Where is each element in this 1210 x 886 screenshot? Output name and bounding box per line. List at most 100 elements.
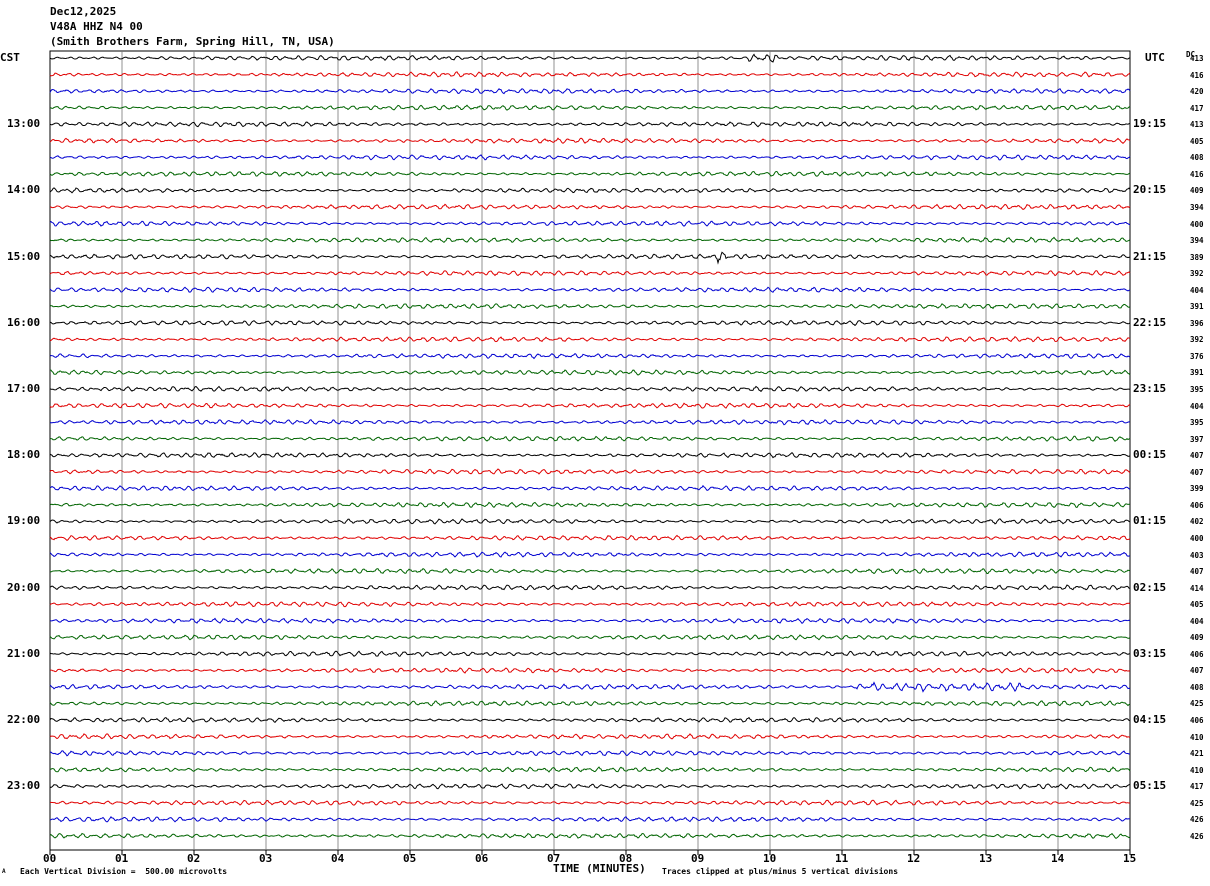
dc-offset-value: 410 bbox=[1190, 732, 1204, 742]
dc-offset-value: 406 bbox=[1190, 649, 1204, 659]
dc-offset-value: 394 bbox=[1190, 202, 1204, 212]
dc-offset-value: 396 bbox=[1190, 318, 1204, 328]
x-tick-label: 07 bbox=[547, 852, 561, 865]
seismic-trace bbox=[49, 71, 1131, 78]
dc-offset-value: 407 bbox=[1190, 467, 1204, 477]
utc-hour-label: 23:15 bbox=[1133, 382, 1167, 395]
plot-date: Dec12,2025 bbox=[50, 5, 117, 18]
seismic-trace bbox=[49, 468, 1131, 475]
utc-hour-label: 22:15 bbox=[1133, 315, 1167, 329]
cst-hour-label: 14:00 bbox=[7, 183, 41, 197]
seismic-trace bbox=[49, 750, 1131, 757]
utc-hour-label: 20:15 bbox=[1133, 183, 1167, 197]
dc-offset-value: 425 bbox=[1190, 699, 1204, 709]
seismic-trace bbox=[49, 484, 1131, 492]
seismic-trace bbox=[49, 568, 1131, 575]
seismic-trace bbox=[49, 534, 1131, 541]
x-tick-label: 00 bbox=[43, 852, 57, 865]
dc-offset-value: 395 bbox=[1190, 418, 1204, 428]
dc-offset-value: 400 bbox=[1190, 533, 1204, 543]
seismic-trace bbox=[49, 518, 1131, 525]
seismic-trace bbox=[49, 716, 1131, 724]
cst-hour-label: 13:00 bbox=[7, 117, 41, 131]
seismic-trace bbox=[49, 104, 1131, 111]
seismic-trace bbox=[49, 385, 1131, 393]
seismic-trace bbox=[49, 667, 1131, 674]
seismic-trace bbox=[49, 551, 1131, 558]
seismic-trace bbox=[49, 352, 1131, 360]
seismic-trace bbox=[49, 783, 1131, 790]
seismic-trace bbox=[49, 402, 1131, 409]
dc-offset-value: 417 bbox=[1190, 103, 1204, 113]
station-location: (Smith Brothers Farm, Spring Hill, TN, U… bbox=[50, 35, 335, 48]
dc-offset-value: 391 bbox=[1190, 302, 1204, 312]
seismic-trace bbox=[49, 700, 1131, 707]
seismic-trace bbox=[49, 319, 1131, 327]
dc-offset-value: 413 bbox=[1190, 54, 1204, 63]
seismic-trace bbox=[49, 452, 1131, 459]
corner-mark: A bbox=[2, 868, 6, 875]
utc-hour-label: 02:15 bbox=[1133, 580, 1167, 594]
utc-hour-label: 21:15 bbox=[1133, 249, 1167, 263]
utc-hour-label: 04:15 bbox=[1133, 713, 1167, 726]
x-tick-label: 06 bbox=[475, 852, 489, 865]
dc-offset-value: 420 bbox=[1190, 87, 1204, 97]
seismic-trace bbox=[49, 766, 1131, 773]
utc-hour-label: 05:15 bbox=[1133, 779, 1167, 793]
dc-offset-value: 405 bbox=[1190, 136, 1204, 146]
seismic-trace bbox=[49, 419, 1131, 426]
clip-note: Traces clipped at plus/minus 5 vertical … bbox=[662, 867, 899, 876]
dc-offset-value: 406 bbox=[1190, 500, 1204, 510]
seismic-trace bbox=[49, 335, 1131, 343]
seismic-trace bbox=[49, 236, 1131, 244]
dc-offset-value: 407 bbox=[1190, 451, 1204, 461]
utc-hour-label: 03:15 bbox=[1133, 646, 1167, 660]
dc-offset-value: 408 bbox=[1190, 153, 1204, 163]
x-axis-title: TIME (MINUTES) bbox=[553, 862, 646, 875]
seismic-trace bbox=[49, 187, 1131, 194]
seismic-trace bbox=[49, 203, 1131, 211]
seismic-trace bbox=[49, 617, 1131, 625]
seismic-trace bbox=[49, 435, 1131, 442]
dc-offset-value: 402 bbox=[1190, 517, 1204, 527]
dc-offset-value: 413 bbox=[1190, 120, 1204, 130]
cst-hour-label: 15:00 bbox=[7, 249, 41, 263]
seismic-trace bbox=[49, 87, 1131, 95]
x-tick-label: 09 bbox=[691, 852, 705, 865]
seismic-trace bbox=[49, 832, 1131, 839]
utc-hour-label: 00:15 bbox=[1133, 448, 1167, 462]
cst-hour-label: 19:00 bbox=[7, 514, 41, 528]
x-tick-label: 08 bbox=[619, 852, 633, 865]
dc-offset-value: 407 bbox=[1190, 666, 1204, 676]
x-tick-label: 14 bbox=[1051, 852, 1065, 865]
x-tick-label: 04 bbox=[331, 852, 345, 865]
cst-hour-label: 21:00 bbox=[7, 646, 41, 660]
utc-hour-label: 19:15 bbox=[1133, 117, 1167, 131]
dc-offset-value: 403 bbox=[1190, 550, 1204, 560]
seismic-traces bbox=[49, 53, 1131, 839]
dc-offset-value: 391 bbox=[1190, 368, 1204, 378]
cst-hour-label: 23:00 bbox=[7, 779, 41, 793]
dc-offset-value: 407 bbox=[1190, 567, 1204, 577]
dc-offset-value: 408 bbox=[1190, 682, 1204, 692]
dc-offset-value: 421 bbox=[1190, 749, 1204, 759]
seismic-trace bbox=[49, 816, 1131, 823]
seismic-trace bbox=[49, 170, 1131, 177]
minute-grid bbox=[49, 50, 1131, 855]
dc-offset-value: 392 bbox=[1190, 335, 1204, 345]
left-timezone-label: CST bbox=[0, 51, 20, 64]
dc-offset-header: DC bbox=[1186, 50, 1196, 59]
x-tick-label: 12 bbox=[907, 852, 921, 865]
dc-offset-value: 410 bbox=[1190, 765, 1204, 775]
x-tick-label: 10 bbox=[763, 852, 777, 865]
seismic-trace bbox=[49, 601, 1131, 608]
cst-hour-label: 22:00 bbox=[7, 713, 41, 726]
seismic-trace bbox=[49, 303, 1131, 310]
scale-note: Each Vertical Division = 500.00 microvol… bbox=[20, 867, 228, 876]
seismic-trace bbox=[49, 120, 1131, 128]
dc-offset-value: 426 bbox=[1190, 815, 1204, 825]
dc-offset-value: 414 bbox=[1190, 583, 1204, 593]
dc-offset-value: 389 bbox=[1190, 252, 1204, 262]
seismic-trace bbox=[49, 634, 1131, 641]
